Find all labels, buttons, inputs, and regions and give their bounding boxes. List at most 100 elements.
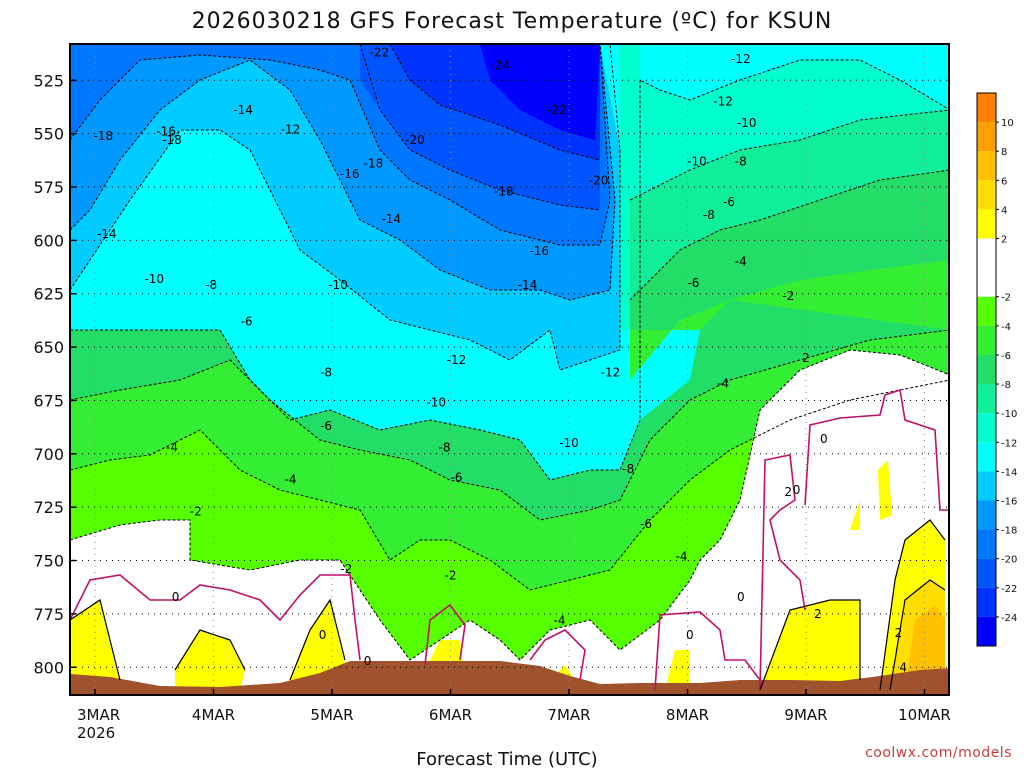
contour-label: -12 <box>601 366 621 380</box>
contour-line-neg14 <box>70 44 621 371</box>
colorbar-bin <box>977 558 996 588</box>
colorbar-tick-label: -10 <box>1001 409 1017 420</box>
gridlines <box>70 44 949 695</box>
x-axis-label: Forecast Time (UTC) <box>416 749 597 768</box>
warm-pocket-9 <box>850 500 860 530</box>
x-axis: 3MAR 4MAR 5MAR 6MAR 7MAR 8MAR 9MAR 10MAR <box>77 689 951 724</box>
contour-label: -22 <box>370 46 390 60</box>
contour-label: -14 <box>518 278 538 292</box>
zero-line-4 <box>654 611 761 691</box>
contour-line-pos2-5 <box>879 519 946 691</box>
contour-label: -20 <box>405 133 425 147</box>
warm-pocket-6 <box>665 650 690 690</box>
y-axis: 525 550 575 600 625 650 675 700 725 750 775 800 <box>33 71 76 677</box>
contour-label: -14 <box>233 103 253 117</box>
x-tick-label: 4MAR <box>192 706 235 724</box>
colorbar-tick-label: -6 <box>1001 351 1011 362</box>
contour-label: -4 <box>735 255 747 269</box>
zero-line-2 <box>424 603 466 666</box>
zero-lines <box>70 388 949 691</box>
colorbar-tick-label: -2 <box>1001 293 1011 304</box>
contour-label: -2 <box>445 568 457 582</box>
x-year-label: 2026 <box>77 724 115 742</box>
warm-pocket-10 <box>878 460 892 520</box>
colorbar-bin <box>977 471 996 501</box>
colorbar-bin <box>977 354 996 385</box>
contour-label: -18 <box>93 129 113 143</box>
contour-label: -18 <box>494 184 514 198</box>
colorbar-bin <box>977 529 996 559</box>
colorbar-tick-label: -20 <box>1001 555 1017 566</box>
y-tick-label: 700 <box>33 445 64 464</box>
contour-label: -12 <box>713 95 733 109</box>
y-tick-label: 750 <box>33 552 64 571</box>
contour-label: -4 <box>717 376 729 390</box>
site-credit: coolwx.com/models <box>865 745 1012 761</box>
contour-label: -24 <box>490 58 510 72</box>
contour-line-pos4 <box>889 579 946 691</box>
colorbar-tick-label: 10 <box>1001 118 1014 129</box>
colorbar-tick-label: 2 <box>1001 235 1007 246</box>
contour-label: -8 <box>439 440 451 454</box>
contour-line-neg2 <box>70 349 949 661</box>
colorbar-bin <box>977 209 996 239</box>
contour-label: -12 <box>731 52 751 66</box>
chart-title: 2026030218 GFS Forecast Temperature (ºC)… <box>192 9 833 34</box>
contour-label: -6 <box>450 470 462 484</box>
colorbar-bin <box>977 616 996 646</box>
contour-label: -8 <box>703 208 715 222</box>
contour-line-neg8 <box>70 329 949 521</box>
y-tick-label: 575 <box>33 178 64 197</box>
colorbar-bin <box>977 238 996 297</box>
contour-label: -18 <box>162 133 182 147</box>
contour-line-pos2-1 <box>70 599 121 681</box>
contour-label: -8 <box>622 462 634 476</box>
y-tick-label: 600 <box>33 231 64 250</box>
zero-line-6 <box>804 388 949 511</box>
contour-label: 0 <box>793 483 801 497</box>
contour-label: -20 <box>589 174 609 188</box>
contour-label: -12 <box>447 353 467 367</box>
contour-line-neg12 <box>70 59 949 481</box>
contour-line-pos2-2 <box>174 629 246 671</box>
colorbar-tick-label: 8 <box>1001 147 1007 158</box>
contour-label: -6 <box>640 517 652 531</box>
contour-label: 2 <box>814 607 822 621</box>
contour-line-neg16 <box>70 44 616 301</box>
contour-line-pos2-3 <box>289 598 346 681</box>
y-tick-label: 625 <box>33 285 64 304</box>
zero-line-5 <box>759 454 806 691</box>
contour-label: 0 <box>737 590 745 604</box>
y-tick-label: 775 <box>33 605 64 624</box>
contour-label: -6 <box>320 419 332 433</box>
contour-label: 0 <box>686 628 694 642</box>
warm-pocket-7 <box>760 600 860 690</box>
colorbar-bin <box>977 93 996 123</box>
band-rt-neg12 <box>640 44 949 110</box>
contour-label: 0 <box>820 432 828 446</box>
contour-label: -2 <box>782 289 794 303</box>
contour-label: -16 <box>156 125 176 139</box>
colorbar-tick-label: -4 <box>1001 322 1011 333</box>
colorbar-tick-label: 4 <box>1001 205 1007 216</box>
contour-label: -16 <box>340 167 360 181</box>
contour-label: -10 <box>559 436 579 450</box>
contour-label: -14 <box>97 227 117 241</box>
contour-line-neg6 <box>629 169 949 301</box>
contour-line-neg22 <box>389 44 601 161</box>
contour-label: -6 <box>723 195 735 209</box>
contour-label: -14 <box>381 212 401 226</box>
contour-label: -22 <box>547 103 567 117</box>
contour-label: -6 <box>687 276 699 290</box>
contour-label: -4 <box>166 440 178 454</box>
contour-label: -6 <box>241 314 253 328</box>
contour-lines <box>70 44 949 661</box>
temperature-field <box>70 44 949 695</box>
contour-label: -18 <box>364 157 384 171</box>
x-tick-label: 7MAR <box>547 706 590 724</box>
x-tick-label: 5MAR <box>310 706 353 724</box>
colorbar-bin <box>977 180 996 210</box>
contour-label: -10 <box>328 278 348 292</box>
warm-pocket-3 <box>290 600 345 690</box>
